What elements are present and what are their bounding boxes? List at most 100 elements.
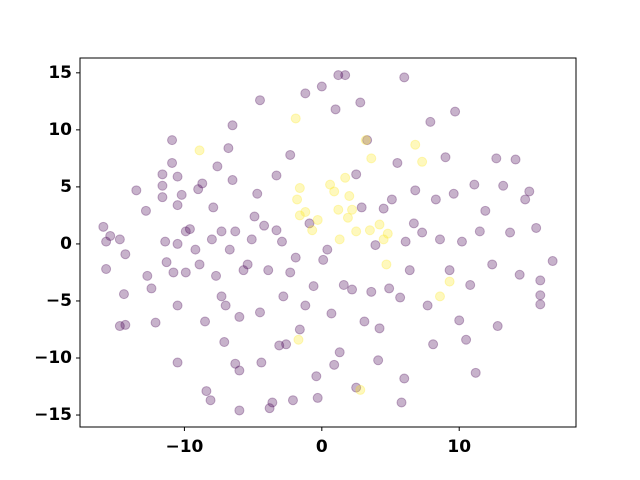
point [223,143,234,154]
point [351,226,362,237]
point [176,189,187,200]
point [347,284,358,295]
point [334,347,345,358]
point [294,183,305,194]
point [252,188,263,199]
axes-frame [79,57,577,428]
point [340,70,351,81]
point [465,279,476,290]
point [329,186,340,197]
point [444,276,455,287]
point [520,194,531,205]
point [131,185,142,196]
y-tick-label: −5 [46,291,72,311]
x-tick-label: 10 [447,437,471,457]
point [193,184,204,195]
point [386,194,397,205]
point [334,234,345,245]
point [326,308,337,319]
point [531,222,542,233]
point [197,178,208,189]
point [200,316,211,327]
point [307,225,318,236]
point [470,367,481,378]
y-tick-label: 15 [48,63,72,83]
point [220,300,231,311]
point [254,95,265,106]
point [290,113,301,124]
point [219,337,230,348]
y-tick-label: 0 [60,234,72,254]
point [333,70,344,81]
point [230,358,241,369]
point [474,226,485,237]
point [322,244,333,255]
point [430,194,441,205]
point [271,225,282,236]
point [212,161,223,172]
point [356,202,367,213]
point [316,81,327,92]
point [410,139,421,150]
point [172,171,183,182]
point [190,244,201,255]
point [267,397,278,408]
point [256,357,267,368]
point [101,236,112,247]
point [480,205,491,216]
x-tick-label: −10 [165,437,203,457]
point [456,236,467,247]
point [160,236,171,247]
point [400,236,411,247]
point [505,227,516,238]
point [366,153,377,164]
point [300,300,311,311]
point [395,292,406,303]
point [417,227,428,238]
point [399,72,410,83]
point [524,186,535,197]
point [535,299,546,310]
point [180,226,191,237]
point [444,265,455,276]
point [281,339,292,350]
point [325,179,336,190]
point [150,317,161,328]
point [359,316,370,327]
y-tick-label: 10 [48,120,72,140]
point [285,267,296,278]
point [370,240,381,251]
point [425,116,436,127]
point [304,218,315,229]
point [180,267,191,278]
point [330,104,341,115]
point [333,204,344,215]
point [311,371,322,382]
point [234,311,245,322]
point [120,249,131,260]
point [434,234,445,245]
point [211,270,222,281]
point [118,289,129,300]
point [360,135,371,146]
point [285,149,296,160]
y-tick-label: 5 [60,177,72,197]
point [290,252,301,263]
point [271,170,282,181]
point [355,97,366,108]
point [454,315,465,326]
point [172,300,183,311]
point [364,225,375,236]
point [142,270,153,281]
point [172,357,183,368]
point [168,267,179,278]
point [263,265,274,276]
point [329,359,340,370]
point [172,238,183,249]
x-tick-label: 0 [316,437,328,457]
point [120,319,131,330]
point [194,145,205,156]
point [450,106,461,117]
point [157,169,168,180]
